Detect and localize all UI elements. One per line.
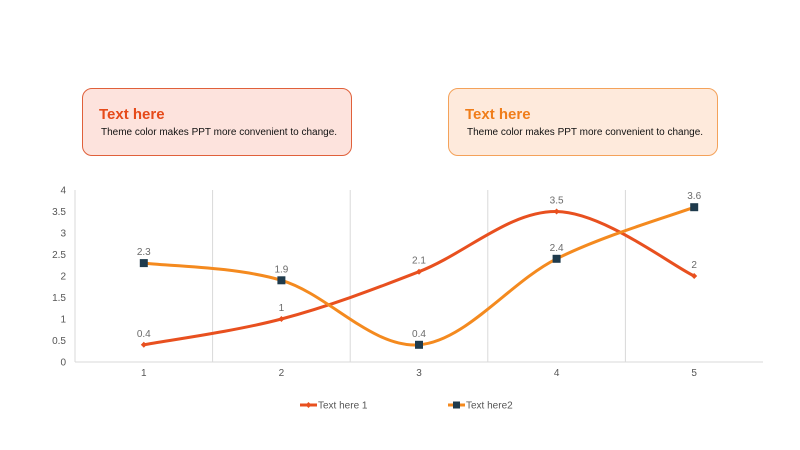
data-point (277, 276, 286, 285)
x-tick-label: 5 (691, 368, 697, 379)
y-tick-label: 2 (60, 272, 66, 283)
data-label: 2 (691, 260, 697, 271)
legend-item: Text here2 (448, 401, 513, 412)
y-tick-label: 1.5 (52, 293, 66, 304)
info-card-right: Text here Theme color makes PPT more con… (448, 88, 718, 156)
legend-marker (453, 401, 460, 409)
legend-label: Text here 1 (318, 401, 368, 412)
card-text: Theme color makes PPT more convenient to… (101, 127, 338, 138)
data-label: 2.4 (550, 243, 564, 254)
x-tick-label: 3 (416, 368, 422, 379)
x-tick-label: 1 (141, 368, 147, 379)
data-label: 0.4 (137, 329, 151, 340)
y-tick-label: 0.5 (52, 336, 66, 347)
data-point (278, 316, 285, 322)
y-tick-label: 0 (60, 358, 66, 369)
card-title: Text here (465, 106, 531, 123)
y-tick-label: 3.5 (52, 207, 66, 218)
card-title: Text here (99, 106, 165, 123)
info-card-left: Text here Theme color makes PPT more con… (82, 88, 352, 156)
data-point (552, 254, 561, 263)
data-point (553, 208, 560, 215)
series-line-1 (142, 209, 696, 347)
data-point (691, 273, 698, 279)
legend-item: Text here 1 (300, 401, 368, 412)
data-label: 1.9 (274, 264, 288, 275)
data-point (416, 268, 422, 275)
legend-label: Text here2 (466, 401, 513, 412)
data-point (140, 341, 147, 348)
legend-marker (305, 402, 312, 408)
card-text: Theme color makes PPT more convenient to… (467, 127, 704, 138)
data-label: 3.6 (687, 191, 701, 202)
data-label: 3.5 (550, 196, 564, 207)
data-point (690, 203, 699, 212)
y-tick-label: 1 (60, 315, 66, 326)
data-point (139, 259, 148, 268)
y-tick-label: 2.5 (52, 250, 66, 261)
data-label: 1 (279, 303, 285, 314)
data-label: 0.4 (412, 329, 426, 340)
y-tick-label: 4 (60, 186, 66, 197)
data-label: 2.1 (412, 256, 426, 267)
data-label: 2.3 (137, 247, 151, 258)
x-tick-label: 4 (554, 368, 560, 379)
y-tick-label: 3 (60, 229, 66, 240)
data-point (415, 340, 423, 349)
x-tick-label: 2 (279, 368, 285, 379)
